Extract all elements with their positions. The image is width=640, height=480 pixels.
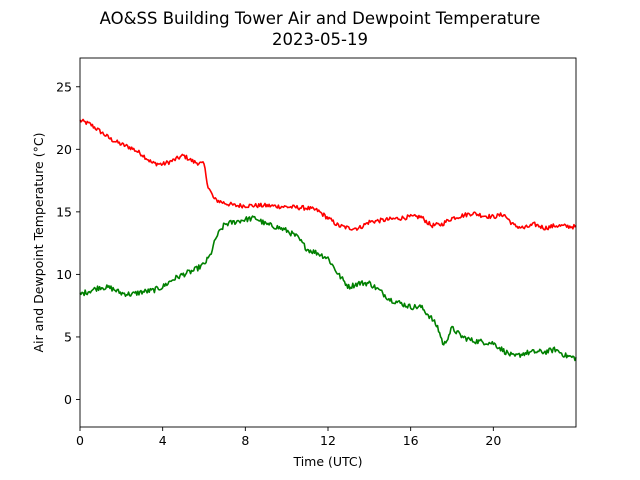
y-tick-label: 5 [64,329,72,344]
x-tick-label: 8 [241,433,249,448]
x-tick-label: 4 [159,433,167,448]
y-tick-label: 10 [56,267,72,282]
plot-frame [79,57,577,428]
y-tick-label: 0 [64,392,72,407]
series-line [79,118,577,231]
y-tick-label: 20 [56,142,72,157]
x-tick-label: 0 [76,433,84,448]
x-axis-label: Time (UTC) [292,454,362,469]
x-tick-label: 16 [403,433,419,448]
y-tick-label: 25 [56,79,72,94]
x-axis-ticks: 0 4 8 12 16 20 [76,427,501,448]
chart-title: AO&SS Building Tower Air and Dewpoint Te… [100,9,541,28]
chart-subtitle: 2023-05-19 [272,30,368,49]
y-axis-label: Air and Dewpoint Temperature (°C) [31,133,46,353]
y-tick-label: 15 [56,204,72,219]
x-tick-label: 12 [320,433,336,448]
series-line [79,215,577,362]
series-layer [79,118,577,362]
y-axis-ticks: 0 5 10 15 20 25 [56,79,80,407]
x-tick-label: 20 [485,433,501,448]
